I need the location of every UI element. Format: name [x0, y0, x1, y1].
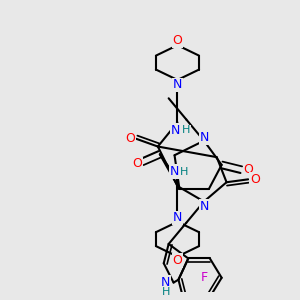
Text: N: N	[173, 212, 182, 224]
Text: H: H	[161, 287, 170, 297]
Text: N: N	[173, 78, 182, 91]
Text: O: O	[250, 173, 260, 186]
Text: N: N	[199, 200, 209, 213]
Text: O: O	[132, 158, 142, 170]
Text: F: F	[200, 271, 208, 284]
Text: O: O	[243, 163, 253, 176]
Text: O: O	[172, 34, 182, 47]
Text: N: N	[171, 124, 180, 136]
Text: N: N	[161, 276, 170, 289]
Text: N: N	[199, 131, 209, 144]
Text: H: H	[182, 125, 190, 135]
Text: O: O	[172, 254, 182, 267]
Text: H: H	[180, 167, 188, 177]
Text: N: N	[170, 165, 179, 178]
Text: O: O	[125, 132, 135, 145]
